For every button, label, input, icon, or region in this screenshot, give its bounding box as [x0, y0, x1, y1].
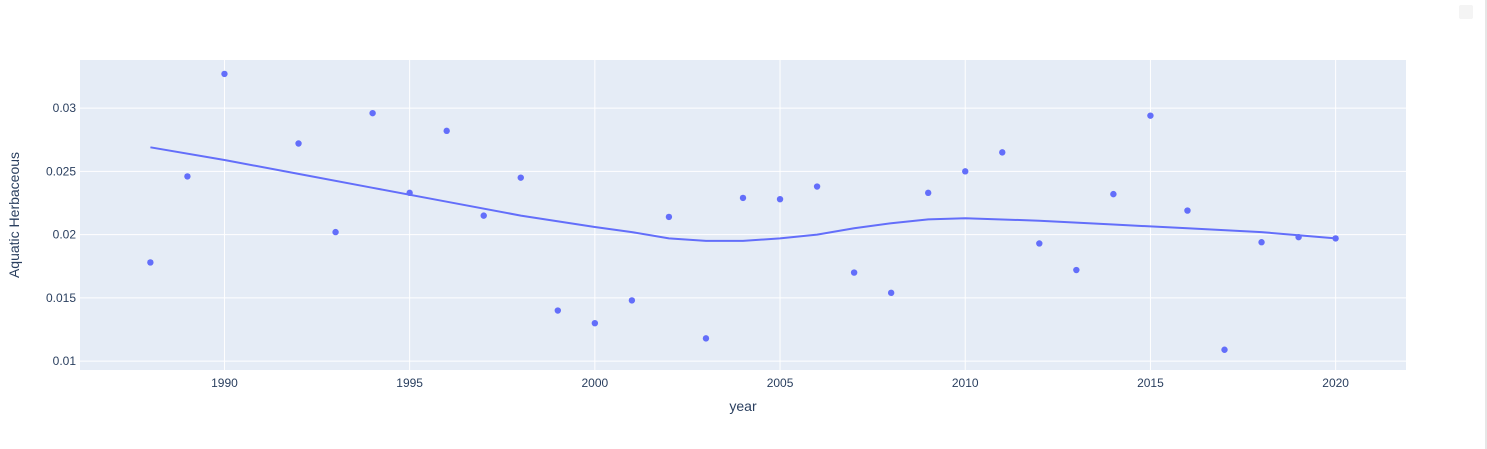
data-point[interactable]: [1110, 190, 1117, 198]
data-point[interactable]: [591, 319, 599, 327]
data-point[interactable]: [1332, 235, 1339, 242]
data-point[interactable]: [295, 140, 302, 147]
x-tick-label: 2010: [952, 376, 979, 390]
data-point[interactable]: [962, 168, 969, 175]
data-point[interactable]: [147, 259, 154, 266]
data-point[interactable]: [1221, 346, 1228, 353]
data-point[interactable]: [1258, 239, 1265, 246]
data-point[interactable]: [739, 194, 747, 202]
data-point[interactable]: [1184, 207, 1191, 214]
y-tick-label: 0.01: [53, 354, 77, 368]
data-point[interactable]: [1295, 233, 1302, 241]
y-axis-title: Aquatic Herbaceous: [6, 152, 22, 278]
data-point[interactable]: [369, 109, 376, 117]
data-point[interactable]: [480, 212, 487, 219]
data-point[interactable]: [221, 70, 228, 78]
x-tick-label: 2020: [1322, 376, 1349, 390]
x-tick-label: 2000: [581, 376, 608, 390]
data-point[interactable]: [443, 127, 450, 135]
plot-area: [80, 60, 1406, 370]
data-point[interactable]: [999, 149, 1006, 156]
data-point[interactable]: [517, 174, 524, 181]
x-tick-label: 1995: [396, 376, 423, 390]
y-tick-labels: 0.01 0.015 0.02 0.025 0.03: [46, 101, 76, 368]
data-point[interactable]: [332, 228, 339, 236]
y-tick-label: 0.025: [46, 164, 76, 178]
data-point[interactable]: [776, 195, 784, 203]
x-tick-label: 2005: [767, 376, 794, 390]
x-tick-label: 1990: [211, 376, 238, 390]
data-point[interactable]: [554, 307, 562, 314]
y-tick-label: 0.015: [46, 291, 76, 305]
data-point[interactable]: [184, 173, 191, 180]
x-axis-title: year: [729, 398, 757, 414]
data-point[interactable]: [1036, 240, 1043, 247]
data-point[interactable]: [850, 269, 858, 276]
data-point[interactable]: [1147, 112, 1154, 119]
modebar-button[interactable]: [1459, 5, 1473, 19]
window-edge: [1485, 0, 1487, 449]
x-gridlines: [223, 60, 1337, 370]
scatter-points: [147, 70, 1339, 353]
data-point[interactable]: [887, 289, 895, 297]
data-point[interactable]: [1073, 266, 1080, 274]
x-tick-label: 2015: [1137, 376, 1164, 390]
data-point[interactable]: [628, 297, 636, 304]
data-point[interactable]: [406, 189, 413, 197]
data-point[interactable]: [924, 189, 932, 197]
y-tick-label: 0.03: [53, 101, 77, 115]
data-point[interactable]: [813, 183, 821, 190]
y-gridlines: [80, 107, 1406, 362]
y-tick-label: 0.02: [53, 228, 77, 242]
data-point[interactable]: [702, 335, 710, 342]
x-tick-labels: 1990 1995 2000 2005 2010 2015 2020: [211, 376, 1349, 390]
data-point[interactable]: [665, 213, 673, 221]
